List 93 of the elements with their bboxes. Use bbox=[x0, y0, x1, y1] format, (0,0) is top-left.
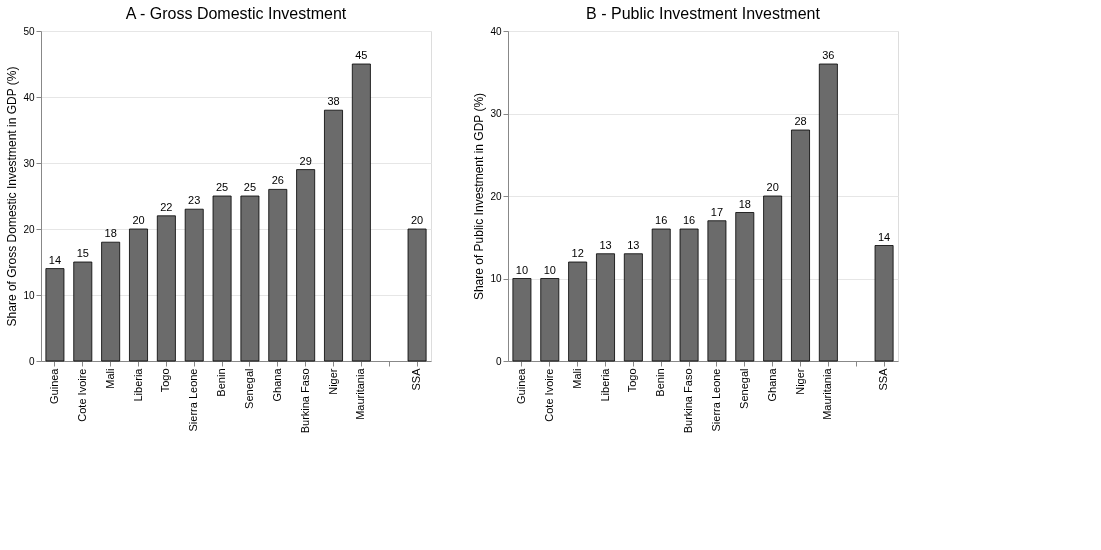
bar bbox=[679, 228, 699, 362]
data-label: 16 bbox=[682, 214, 696, 226]
y-tick-label: 10 bbox=[23, 289, 35, 301]
bar bbox=[351, 63, 371, 362]
bar bbox=[240, 195, 260, 362]
x-tick-label: Mauritania bbox=[354, 367, 367, 420]
x-tick-label: Mali bbox=[103, 368, 116, 389]
data-label: 13 bbox=[627, 238, 640, 251]
data-label: 18 bbox=[738, 197, 751, 210]
x-tick-label: Burkina Faso bbox=[682, 368, 695, 434]
x-tick-label: Mali bbox=[570, 368, 583, 389]
y-tick-label: 20 bbox=[490, 190, 502, 202]
y-axis-title: Share of Public Investment in GDP (%) bbox=[472, 92, 487, 301]
data-label: 17 bbox=[710, 205, 724, 218]
bar bbox=[874, 245, 894, 362]
x-tick-label: SSA bbox=[877, 367, 890, 391]
bar bbox=[818, 63, 838, 362]
bar bbox=[129, 228, 148, 362]
x-tick-label: Niger bbox=[326, 368, 339, 395]
bar bbox=[596, 253, 615, 362]
data-label: 23 bbox=[188, 194, 201, 207]
bar bbox=[73, 261, 93, 362]
x-tick-label: SSA bbox=[410, 367, 423, 391]
bar bbox=[268, 189, 288, 362]
y-tick-label: 0 bbox=[28, 355, 35, 367]
x-tick-label: Cote Ivoire bbox=[542, 368, 555, 422]
data-label: 20 bbox=[132, 214, 145, 226]
data-label: 12 bbox=[571, 247, 584, 259]
x-tick-label: Liberia bbox=[598, 367, 611, 402]
data-label: 25 bbox=[243, 181, 257, 193]
bar bbox=[512, 278, 532, 362]
x-tick-label: Sierra Leone bbox=[709, 368, 722, 432]
x-tick-label: Senegal bbox=[242, 368, 255, 409]
data-label: 22 bbox=[160, 200, 173, 213]
data-label: 10 bbox=[543, 263, 556, 276]
bar bbox=[568, 261, 588, 362]
x-tick-label: Mauritania bbox=[821, 367, 834, 420]
bar bbox=[623, 253, 643, 362]
bar bbox=[45, 268, 65, 362]
bar bbox=[707, 220, 727, 362]
bar bbox=[735, 212, 755, 362]
x-tick-label: Niger bbox=[793, 368, 806, 395]
chart-title: A - Gross Domestic Investment bbox=[125, 5, 347, 22]
data-label: 14 bbox=[877, 230, 891, 243]
y-tick-label: 20 bbox=[23, 223, 35, 235]
y-tick-label: 30 bbox=[23, 157, 35, 169]
x-tick-label: Ghana bbox=[270, 367, 283, 402]
bar bbox=[763, 195, 783, 362]
x-tick-label: Liberia bbox=[131, 367, 144, 402]
chart-title: B - Public Investment Investment bbox=[586, 5, 821, 22]
x-tick-label: Guinea bbox=[514, 367, 527, 404]
bar bbox=[296, 169, 316, 362]
x-tick-label: Guinea bbox=[47, 367, 60, 404]
y-tick-label: 50 bbox=[23, 25, 35, 37]
x-tick-label: Togo bbox=[626, 368, 639, 393]
data-label: 29 bbox=[299, 154, 312, 167]
bar bbox=[324, 109, 343, 362]
data-label: 13 bbox=[599, 238, 612, 251]
bar bbox=[791, 129, 810, 362]
data-label: 18 bbox=[104, 227, 117, 240]
x-tick-label: Benin bbox=[654, 368, 667, 397]
y-tick-label: 40 bbox=[490, 25, 502, 37]
x-tick-label: Ghana bbox=[765, 367, 778, 402]
data-label: 25 bbox=[215, 181, 229, 193]
y-tick-label: 30 bbox=[490, 108, 502, 119]
y-tick-label: 0 bbox=[495, 355, 502, 367]
data-label: 14 bbox=[48, 253, 62, 266]
data-label: 20 bbox=[766, 181, 779, 193]
y-axis-title: Share of Gross Domestic Investment in GDP (%) bbox=[5, 66, 20, 327]
bar bbox=[212, 195, 232, 362]
x-tick-label: Cote Ivoire bbox=[75, 368, 88, 422]
y-tick-label: 40 bbox=[23, 91, 35, 103]
data-label: 28 bbox=[794, 115, 807, 127]
y-tick-label: 10 bbox=[490, 273, 502, 284]
bar bbox=[156, 215, 176, 362]
x-tick-label: Burkina Faso bbox=[298, 368, 311, 434]
bar bbox=[540, 278, 560, 362]
x-tick-label: Sierra Leone bbox=[187, 368, 200, 432]
x-tick-label: Benin bbox=[215, 368, 228, 397]
data-label: 10 bbox=[515, 263, 529, 276]
data-label: 20 bbox=[410, 214, 424, 226]
data-label: 38 bbox=[327, 95, 340, 108]
bar bbox=[101, 241, 121, 362]
bar bbox=[651, 228, 671, 362]
data-label: 26 bbox=[271, 174, 284, 187]
bar bbox=[184, 208, 204, 362]
data-label: 45 bbox=[355, 49, 368, 61]
data-label: 16 bbox=[655, 214, 668, 226]
data-label: 15 bbox=[76, 247, 89, 259]
data-label: 36 bbox=[822, 49, 835, 61]
x-tick-label: Senegal bbox=[737, 368, 750, 409]
x-tick-label: Togo bbox=[159, 368, 172, 393]
bar bbox=[407, 228, 427, 362]
